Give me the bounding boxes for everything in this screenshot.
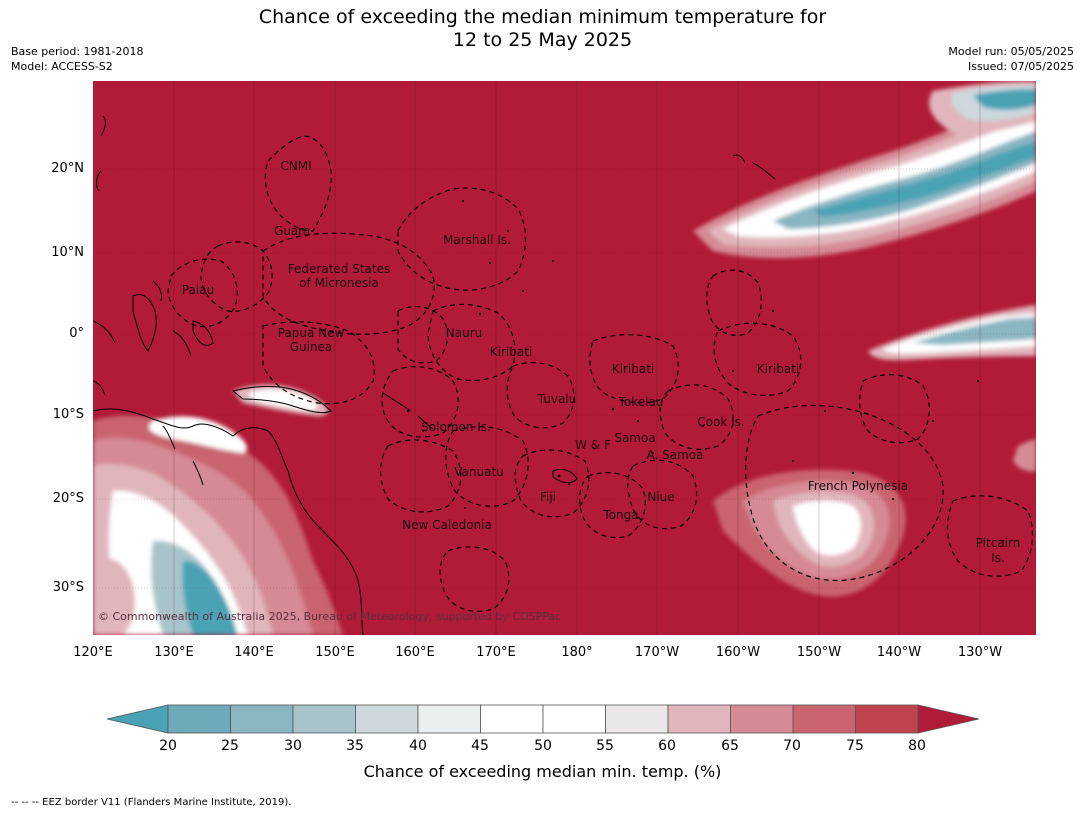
label-tuvalu: Tuvalu [537, 392, 577, 406]
label-pitcairn-line-1: Pitcairn [975, 536, 1021, 550]
label-french-polynesia: French Polynesia [807, 479, 909, 493]
label-png-line-2: Guinea [289, 340, 333, 354]
x-tick-170e: 170°E [476, 645, 516, 660]
label-palau: Palau [181, 283, 215, 297]
colorbar-tick-30: 30 [284, 738, 302, 754]
x-tick-150w: 150°W [796, 645, 842, 660]
colorbar-tick-80: 80 [908, 738, 926, 754]
y-tick-20s: 20°S [52, 491, 84, 506]
issued-date: Issued: 07/05/2025 [967, 60, 1074, 73]
colorbar-segment [417, 704, 481, 734]
colorbar-tick-60: 60 [658, 738, 676, 754]
graticule [93, 81, 1036, 635]
x-tick-160e: 160°E [395, 645, 435, 660]
y-tick-20n: 20°N [51, 161, 84, 176]
coastlines [93, 115, 776, 635]
title-line-1: Chance of exceeding the median minimum t… [258, 6, 827, 28]
base-period: Base period: 1981-2018 [11, 45, 144, 58]
colorbar-segment [605, 704, 669, 734]
colorbar-tick-20: 20 [159, 738, 177, 754]
colorbar-tick-75: 75 [846, 738, 864, 754]
y-tick-0: 0° [69, 326, 84, 341]
y-tick-30s: 30°S [52, 580, 84, 595]
label-tokelau: Tokelau [618, 395, 664, 409]
x-tick-140e: 140°E [234, 645, 274, 660]
colorbar-segment [730, 704, 794, 734]
colorbar-tick-70: 70 [783, 738, 801, 754]
label-fiji: Fiji [539, 490, 557, 504]
colorbar-segment [792, 704, 856, 734]
label-kiribati-east: Kiribati [756, 362, 800, 376]
label-cook-islands: Cook Is. [697, 415, 745, 429]
label-cnmi: CNMI [280, 159, 312, 173]
colorbar-segment [480, 704, 544, 734]
label-niue: Niue [647, 490, 675, 504]
label-vanuatu: Vanuatu [454, 465, 504, 479]
title-line-2: 12 to 25 May 2025 [452, 29, 633, 51]
colorbar [107, 704, 979, 734]
x-tick-180: 180° [561, 645, 593, 660]
model-run: Model run: 05/05/2025 [948, 45, 1074, 58]
anomaly-northern-australia [93, 384, 343, 635]
x-tick-130e: 130°E [154, 645, 194, 660]
cool-anomaly-northeast [693, 81, 1036, 258]
model-name: Model: ACCESS-S2 [11, 60, 113, 73]
colorbar-label: Chance of exceeding median min. temp. (%… [363, 762, 722, 781]
eez-borders [167, 135, 1034, 612]
map-canvas [93, 81, 1036, 635]
colorbar-segment [542, 704, 606, 734]
label-fsm-line-1: Federated States [287, 262, 391, 276]
label-solomon-islands: Solomon Is. [421, 420, 491, 434]
x-tick-170w: 170°W [634, 645, 680, 660]
x-tick-130w: 130°W [957, 645, 1003, 660]
label-kiribati-west: Kiribati [489, 345, 533, 359]
colorbar-tick-35: 35 [346, 738, 364, 754]
label-fsm-line-2: of Micronesia [299, 276, 379, 290]
colorbar-tick-40: 40 [409, 738, 427, 754]
x-tick-140w: 140°W [876, 645, 922, 660]
neutral-anomaly-french-polynesia [713, 439, 1036, 597]
colorbar-segment [355, 704, 419, 734]
x-tick-160w: 160°W [715, 645, 761, 660]
colorbar-tick-55: 55 [596, 738, 614, 754]
label-new-caledonia: New Caledonia [402, 518, 492, 532]
eez-footnote: -- -- -- EEZ border V11 (Flanders Marine… [11, 797, 292, 808]
label-guam: Guam [274, 224, 310, 238]
colorbar-segment [230, 704, 294, 734]
meta-right: Model run: 05/05/2025 Issued: 07/05/2025 [948, 44, 1074, 74]
label-american-samoa: A. Samoa [646, 448, 704, 462]
label-samoa: Samoa [614, 431, 656, 445]
label-pitcairn-line-2: Is. [991, 551, 1005, 565]
colorbar-tick-50: 50 [534, 738, 552, 754]
x-tick-150e: 150°E [315, 645, 355, 660]
map-title: Chance of exceeding the median minimum t… [0, 6, 1085, 52]
map-panel: CNMI Guam Marshall Is. Palau Federated S… [93, 81, 1036, 635]
y-tick-10n: 10°N [51, 245, 84, 260]
label-tonga: Tonga [603, 508, 639, 522]
colorbar-segments [107, 704, 979, 734]
copyright-notice: © Commonwealth of Australia 2025, Bureau… [98, 610, 562, 623]
meta-left: Base period: 1981-2018 Model: ACCESS-S2 [11, 44, 143, 74]
colorbar-segment [855, 704, 919, 734]
colorbar-segment [167, 704, 231, 734]
x-tick-120e: 120°E [73, 645, 113, 660]
label-png-line-1: Papua New [277, 326, 345, 340]
label-kiribati-central: Kiribati [611, 362, 655, 376]
colorbar-tick-25: 25 [221, 738, 239, 754]
colorbar-segment [667, 704, 731, 734]
colorbar-segment [917, 704, 979, 734]
label-wallis-futuna: W & F [575, 438, 611, 452]
colorbar-segment [292, 704, 356, 734]
label-marshall-islands: Marshall Is. [443, 233, 511, 247]
islands [406, 200, 1004, 542]
colorbar-segment [107, 704, 169, 734]
y-tick-10s: 10°S [52, 407, 84, 422]
colorbar-tick-45: 45 [471, 738, 489, 754]
label-nauru: Nauru [445, 326, 483, 340]
colorbar-tick-65: 65 [721, 738, 739, 754]
cool-anomaly-equatorial [868, 305, 1036, 361]
